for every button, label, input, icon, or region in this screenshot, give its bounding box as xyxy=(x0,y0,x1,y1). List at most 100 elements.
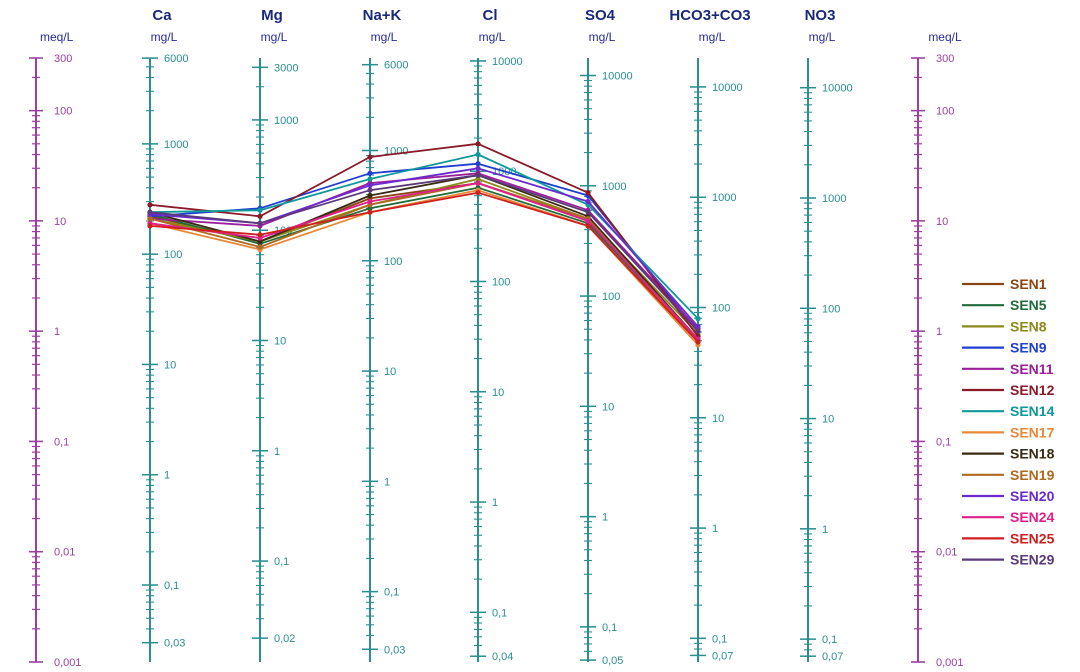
data-point xyxy=(367,182,373,188)
legend-item: SEN12 xyxy=(962,382,1055,398)
ion-axis-tick-label: 10 xyxy=(822,414,834,426)
ion-axis-tick-label: 10000 xyxy=(492,56,523,68)
legend-item: SEN8 xyxy=(962,318,1047,334)
outer-axis-left: 300 100 10 1 0,1 0,01 0,001 meq/L xyxy=(29,30,82,669)
data-point xyxy=(585,190,591,196)
outer-axis-tick-label: 1 xyxy=(936,326,942,338)
ion-axis-tick-label: 0,03 xyxy=(164,638,185,650)
series-sen25 xyxy=(147,190,701,345)
legend-label: SEN11 xyxy=(1010,361,1054,377)
ion-axis-tick-label: 0,1 xyxy=(492,607,507,619)
data-point xyxy=(475,151,481,158)
ion-axis-tick-label: 1000 xyxy=(822,193,846,205)
series-sen5 xyxy=(147,185,701,342)
data-point xyxy=(695,328,701,334)
outer-axis-tick-label: 0,01 xyxy=(54,547,75,559)
axis-name: Na+K xyxy=(363,7,402,24)
ion-axis-tick-label: 1000 xyxy=(712,192,736,204)
series-sen24 xyxy=(147,180,701,342)
axis-no3: 10000 1000 100 10 1 0,1 0,07 NO3 mg/L xyxy=(800,7,853,663)
legend-label: SEN24 xyxy=(1010,509,1055,525)
legend-label: SEN9 xyxy=(1010,340,1047,356)
outer-axis-unit: meq/L xyxy=(928,30,962,44)
outer-axis-tick-label: 300 xyxy=(54,53,72,65)
ion-axis-tick-label: 0,02 xyxy=(274,633,295,645)
data-point xyxy=(585,198,591,205)
legend-label: SEN14 xyxy=(1010,403,1055,419)
data-point xyxy=(367,176,373,182)
outer-axis-tick-label: 0,001 xyxy=(54,657,82,669)
ion-axis-tick-label: 1 xyxy=(492,497,498,509)
legend-item: SEN19 xyxy=(962,467,1055,483)
axis-name: Cl xyxy=(483,7,498,24)
data-point xyxy=(257,220,263,226)
series-line xyxy=(149,186,699,340)
ion-axis-tick-label: 1 xyxy=(164,470,170,482)
ion-axis-tick-label: 0,04 xyxy=(492,651,513,663)
outer-axis-unit: meq/L xyxy=(40,30,74,44)
outer-axis-tick-label: 10 xyxy=(936,216,948,228)
data-point xyxy=(367,170,373,176)
ion-axis-tick-label: 1 xyxy=(822,524,828,536)
series-line xyxy=(149,153,699,320)
ion-axis-tick-label: 10 xyxy=(384,366,396,378)
data-point xyxy=(475,141,481,147)
data-point xyxy=(367,209,373,215)
series-line xyxy=(149,172,699,330)
axis-unit: mg/L xyxy=(479,30,506,44)
series-sen19 xyxy=(147,180,701,345)
legend-label: SEN29 xyxy=(1010,552,1055,568)
data-point xyxy=(475,161,481,167)
data-point xyxy=(695,324,701,330)
legend-label: SEN8 xyxy=(1010,318,1047,334)
ion-axis-tick-label: 1000 xyxy=(602,181,626,193)
ion-axis-tick-label: 0,05 xyxy=(602,655,623,667)
outer-axis-tick-label: 100 xyxy=(54,106,72,118)
ion-axis-tick-label: 0,1 xyxy=(164,580,179,592)
ion-axis-tick-label: 1 xyxy=(602,512,608,524)
ion-axis-tick-label: 10000 xyxy=(712,82,743,94)
ion-axis-tick-label: 100 xyxy=(602,291,620,303)
axis-name: Ca xyxy=(152,7,172,24)
ion-axis-tick-label: 10 xyxy=(164,359,176,371)
outer-axis-tick-label: 0,01 xyxy=(936,547,957,559)
legend-label: SEN19 xyxy=(1010,467,1055,483)
data-point xyxy=(585,209,591,215)
data-point xyxy=(585,218,591,224)
data-point xyxy=(367,192,373,199)
legend-item: SEN29 xyxy=(962,552,1055,568)
legend-item: SEN11 xyxy=(962,361,1054,377)
legend-item: SEN20 xyxy=(962,488,1055,504)
data-point xyxy=(475,180,481,186)
ion-axis-tick-label: 6000 xyxy=(164,53,188,65)
series-line xyxy=(149,174,699,332)
ion-axis-tick-label: 0,03 xyxy=(384,644,405,656)
legend: SEN1 SEN5 SEN8 SEN9 SEN11 SEN12 SEN14 SEN17 SEN1… xyxy=(962,276,1055,568)
outer-axis-right: 300 100 10 1 0,1 0,01 0,001 meq/L xyxy=(911,30,964,669)
data-point xyxy=(475,172,481,178)
series-line xyxy=(149,182,699,340)
ion-axis-tick-label: 0,1 xyxy=(712,633,727,645)
data-point xyxy=(585,223,591,229)
legend-label: SEN17 xyxy=(1010,424,1055,440)
series-sen29 xyxy=(147,172,701,334)
ion-axis-tick-label: 1 xyxy=(274,446,280,458)
ion-axis-tick-label: 100 xyxy=(492,277,510,289)
axis-name: NO3 xyxy=(805,7,836,24)
legend-item: SEN24 xyxy=(962,509,1055,525)
outer-axis-tick-label: 0,1 xyxy=(54,436,69,448)
series-line xyxy=(149,142,699,337)
ion-axis-tick-label: 10 xyxy=(492,387,504,399)
ion-axis-tick-label: 0,07 xyxy=(712,650,733,662)
series-line xyxy=(149,182,699,343)
legend-item: SEN17 xyxy=(962,424,1055,440)
legend-label: SEN18 xyxy=(1010,446,1055,462)
legend-label: SEN5 xyxy=(1010,297,1047,313)
series-line xyxy=(149,182,699,343)
data-point xyxy=(147,209,153,215)
axis-name: Mg xyxy=(261,7,283,24)
